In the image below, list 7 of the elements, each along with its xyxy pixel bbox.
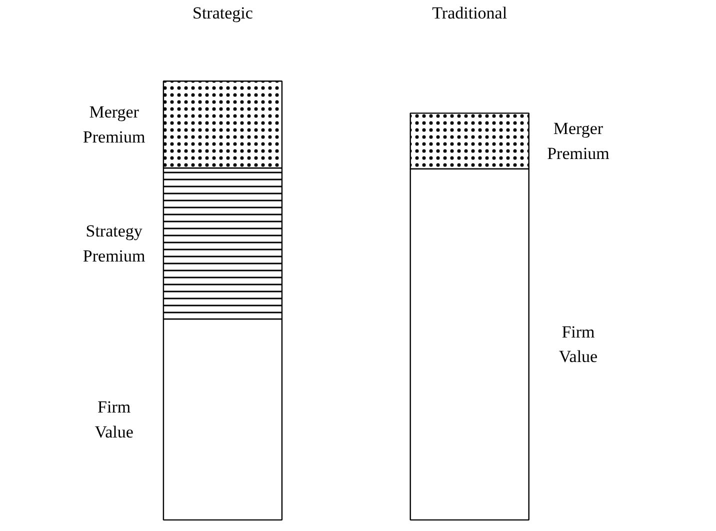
series-label: Firm Value bbox=[94, 398, 134, 442]
x-tick-label: Traditional bbox=[432, 4, 508, 22]
series-label: Strategy Premium bbox=[82, 222, 146, 266]
x-tick-label: Strategic bbox=[192, 4, 254, 22]
series-label: Merger Premium bbox=[82, 102, 146, 146]
text: Merger Premium bbox=[547, 119, 610, 163]
text: Firm Value bbox=[558, 322, 598, 366]
